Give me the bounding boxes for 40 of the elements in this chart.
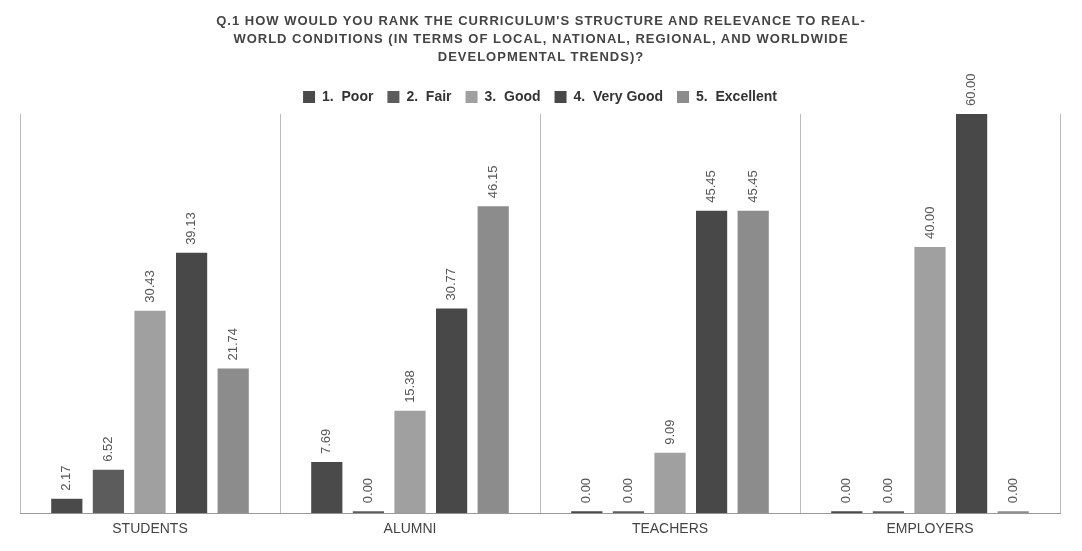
data-label: 6.52 [99,436,115,462]
data-label: 45.45 [744,170,760,203]
data-label: 0.00 [879,477,895,504]
bar [92,469,124,514]
x-tick-label: ALUMNI [383,520,437,537]
bar [737,210,769,514]
data-label: 0.00 [359,477,375,504]
bar [436,308,468,514]
data-label: 2.17 [58,465,74,491]
data-label: 9.09 [661,419,677,445]
data-label: 0.00 [1004,477,1020,504]
bar [311,462,343,514]
legend-label: 4. Very Good [573,87,664,104]
data-label: 21.74 [224,328,240,361]
legend-label: 1. Poor [322,87,374,104]
bar [477,206,509,514]
bar [217,368,249,514]
data-label: 30.77 [443,267,459,301]
data-label: 30.43 [141,270,157,303]
data-label: 0.00 [838,477,854,504]
x-tick-label: TEACHERS [631,520,709,537]
bar [51,498,83,514]
legend-label: 3. Good [484,87,541,104]
data-label: 46.15 [484,165,500,199]
bar [176,252,208,514]
data-label: 15.38 [401,370,417,403]
bar [696,210,728,514]
legend-label: 2. Fair [406,87,453,104]
x-tick-label: EMPLOYERS [886,520,974,537]
data-label: 0.00 [619,477,635,504]
x-tick-label: STUDENTS [112,520,188,537]
data-label: 45.45 [703,170,719,203]
legend-label: 5. Excellent [696,87,778,104]
data-label: 40.00 [921,206,937,240]
data-label: 7.69 [318,428,334,455]
data-label: 39.13 [183,212,199,245]
bar [956,114,988,514]
data-label: 60.00 [963,73,979,106]
chart-title: Q.1 HOW WOULD YOU RANK THE CURRICULUM'S STRUCTURE AND RELEVANCE TO REAL-WORLD CONDITIONS (IN TERMS OF LOCAL, NATIONAL, REGIONAL, AND WORLDWIDE DEVELOPMENTAL TRENDS)? [215,12,867,66]
data-label: 0.00 [578,477,594,504]
